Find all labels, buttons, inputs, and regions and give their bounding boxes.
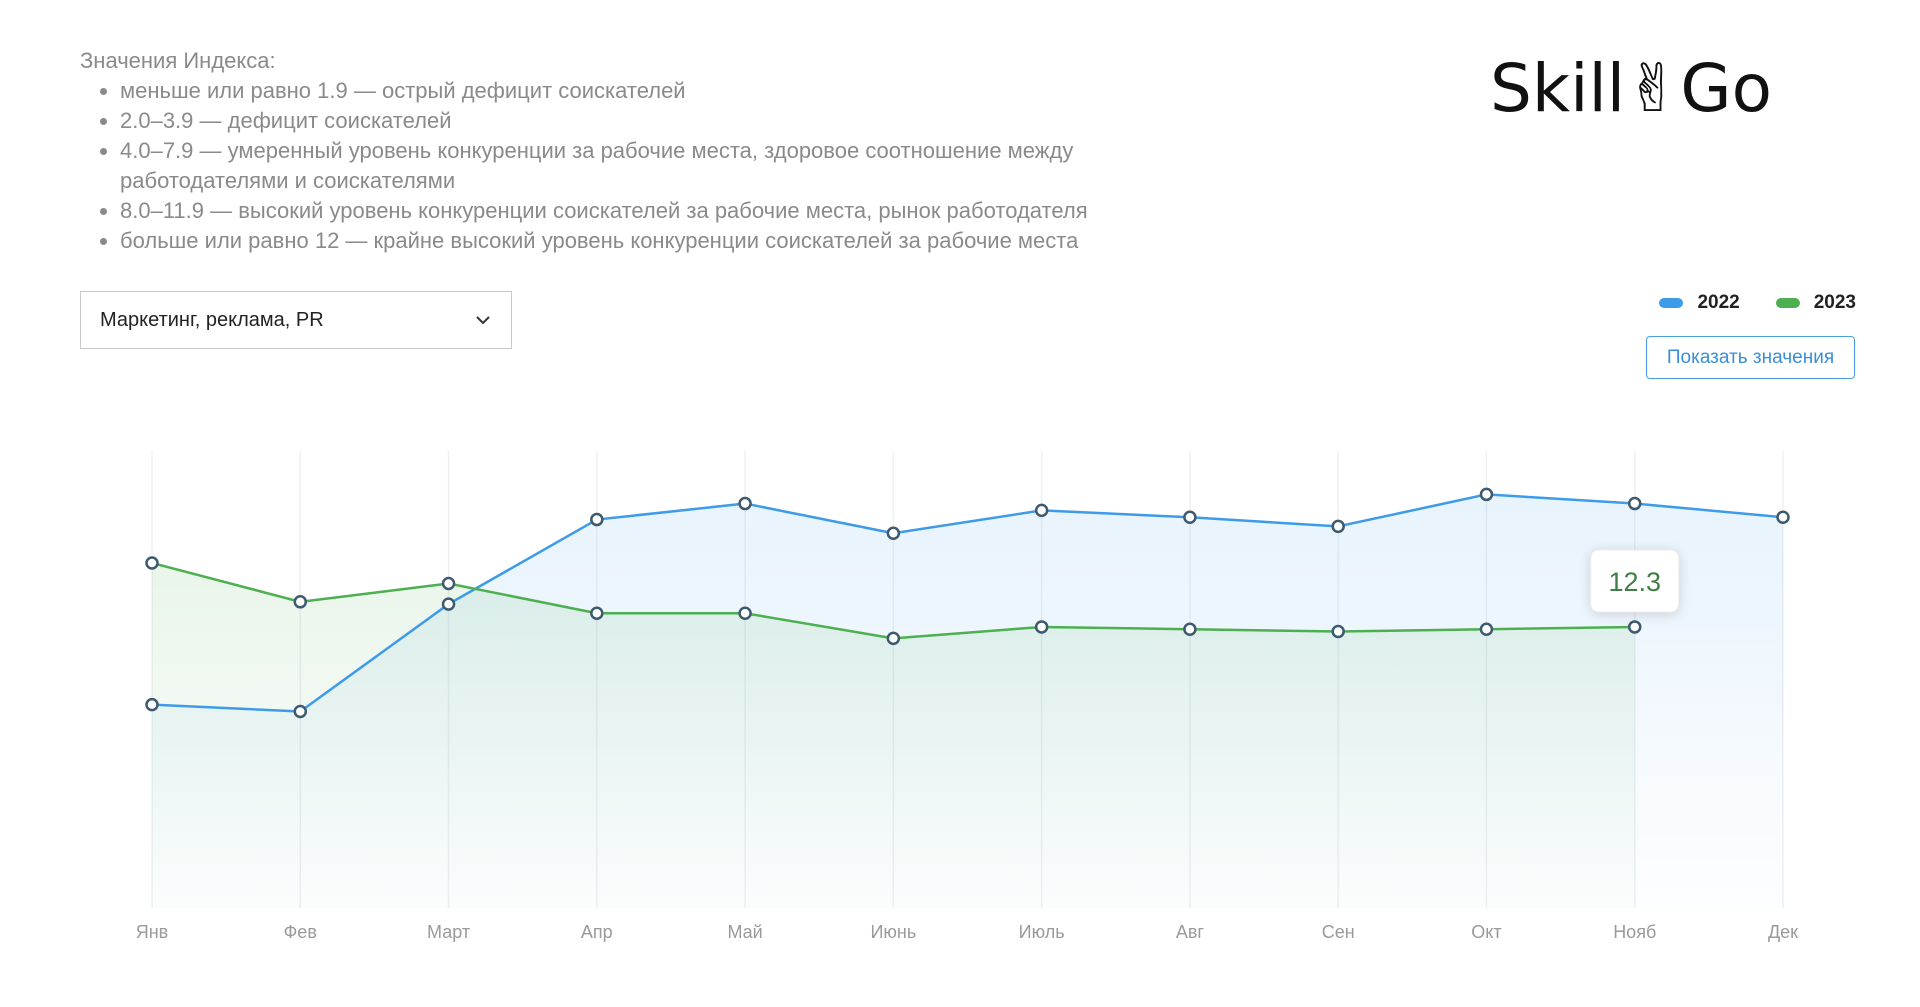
x-tick-label: Июнь <box>870 922 916 942</box>
legend-label: 2023 <box>1813 292 1856 313</box>
data-point <box>590 512 604 527</box>
data-point <box>1776 510 1790 525</box>
data-point <box>1034 503 1049 518</box>
data-point <box>886 631 901 646</box>
data-point <box>886 526 901 541</box>
dropdown-selected: Маркетинг, реклама, PR <box>100 308 324 331</box>
x-tick-label: Апр <box>581 922 613 942</box>
data-point <box>293 595 308 609</box>
info-item: меньше или равно 1.9 — острый дефицит со… <box>120 76 1230 106</box>
x-tick-label: Июль <box>1019 922 1065 942</box>
show-values-button[interactable]: Показать значения <box>1646 336 1855 379</box>
legend-swatch <box>1659 298 1684 308</box>
x-tick-label: Авг <box>1176 922 1205 942</box>
info-item: 2.0–3.9 — дефицит соискателей <box>120 106 1230 136</box>
data-point <box>1479 622 1494 636</box>
legend: 2022 2023 <box>1659 292 1856 314</box>
x-tick-label: Май <box>727 922 762 942</box>
data-point <box>1183 622 1197 636</box>
data-point <box>1183 510 1197 525</box>
x-tick-label: Март <box>427 922 470 942</box>
dropdown-arrow <box>476 316 490 325</box>
data-point <box>1331 519 1345 534</box>
info-item: больше или равно 12 — крайне высокий уро… <box>120 226 1230 256</box>
data-point <box>738 496 752 511</box>
info-list: меньше или равно 1.9 — острый дефицит со… <box>80 76 1230 256</box>
data-point <box>1034 620 1049 634</box>
info-title: Значения Индекса: <box>80 48 276 73</box>
legend-item: 2022 <box>1659 292 1740 314</box>
x-tick-label: Окт <box>1471 922 1501 942</box>
info-item: 4.0–7.9 — умеренный уровень конкуренции … <box>120 136 1230 196</box>
tooltip-value: 12.3 <box>1608 567 1661 597</box>
data-point <box>590 606 604 620</box>
data-point <box>145 697 159 712</box>
data-point <box>441 597 456 611</box>
category-dropdown[interactable]: Маркетинг, реклама, PR <box>80 291 512 349</box>
data-point <box>441 576 456 591</box>
series-line <box>151 493 1784 713</box>
legend-item: 2023 <box>1775 292 1856 314</box>
info-item: 8.0–11.9 — высокий уровень конкуренции с… <box>120 196 1230 226</box>
data-point <box>1627 496 1642 511</box>
index-info: Значения Индекса: меньше или равно 1.9 —… <box>80 46 1230 256</box>
x-tick-label: Янв <box>136 922 169 942</box>
x-tick-label: Нояб <box>1613 922 1656 942</box>
tooltip <box>1590 549 1680 613</box>
x-tick-label: Сен <box>1322 922 1355 942</box>
data-point <box>145 556 159 570</box>
data-point <box>1627 620 1642 634</box>
legend-swatch <box>1775 298 1800 308</box>
data-point <box>1331 624 1345 639</box>
area <box>152 562 1635 908</box>
data-point <box>1479 487 1494 502</box>
logo: Skill✌Go <box>1490 50 1772 127</box>
x-tick-label: Дек <box>1768 922 1798 942</box>
legend-label: 2022 <box>1697 292 1740 313</box>
x-tick-label: Фев <box>284 922 317 942</box>
data-point <box>738 606 752 620</box>
data-point <box>293 704 308 719</box>
